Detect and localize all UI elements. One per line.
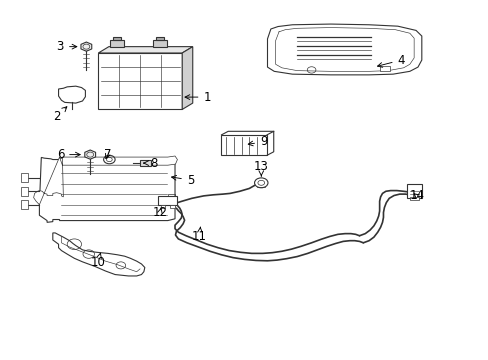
Text: 14: 14 xyxy=(408,189,424,202)
Bar xyxy=(153,40,166,47)
Bar xyxy=(20,187,28,196)
Polygon shape xyxy=(98,47,192,53)
Bar xyxy=(140,160,150,166)
Bar xyxy=(409,197,419,201)
Polygon shape xyxy=(53,233,144,276)
Text: 7: 7 xyxy=(103,148,111,161)
Bar xyxy=(169,205,174,208)
Text: 5: 5 xyxy=(171,174,194,186)
Text: 12: 12 xyxy=(152,206,167,219)
Bar xyxy=(407,184,421,198)
Bar xyxy=(112,37,121,40)
Bar xyxy=(98,53,182,109)
Text: 13: 13 xyxy=(253,160,268,176)
Text: 9: 9 xyxy=(248,135,267,148)
Bar xyxy=(110,40,123,47)
Circle shape xyxy=(254,178,267,188)
Polygon shape xyxy=(267,24,421,75)
Polygon shape xyxy=(182,47,192,109)
Text: 4: 4 xyxy=(377,54,404,67)
Text: 10: 10 xyxy=(90,253,105,269)
Bar xyxy=(160,205,165,208)
Bar xyxy=(158,196,177,206)
Bar xyxy=(20,200,28,209)
Polygon shape xyxy=(34,156,177,205)
Text: 1: 1 xyxy=(184,91,210,104)
Text: 11: 11 xyxy=(192,227,207,243)
Bar xyxy=(156,37,164,40)
Text: 2: 2 xyxy=(53,107,67,123)
Bar xyxy=(221,135,266,155)
Text: 3: 3 xyxy=(57,40,77,53)
Polygon shape xyxy=(84,150,95,159)
Text: 6: 6 xyxy=(57,148,80,161)
Polygon shape xyxy=(81,42,92,51)
Text: 8: 8 xyxy=(143,157,157,170)
Bar xyxy=(379,66,389,71)
Bar xyxy=(20,173,28,183)
Polygon shape xyxy=(40,157,175,222)
Polygon shape xyxy=(59,86,85,103)
